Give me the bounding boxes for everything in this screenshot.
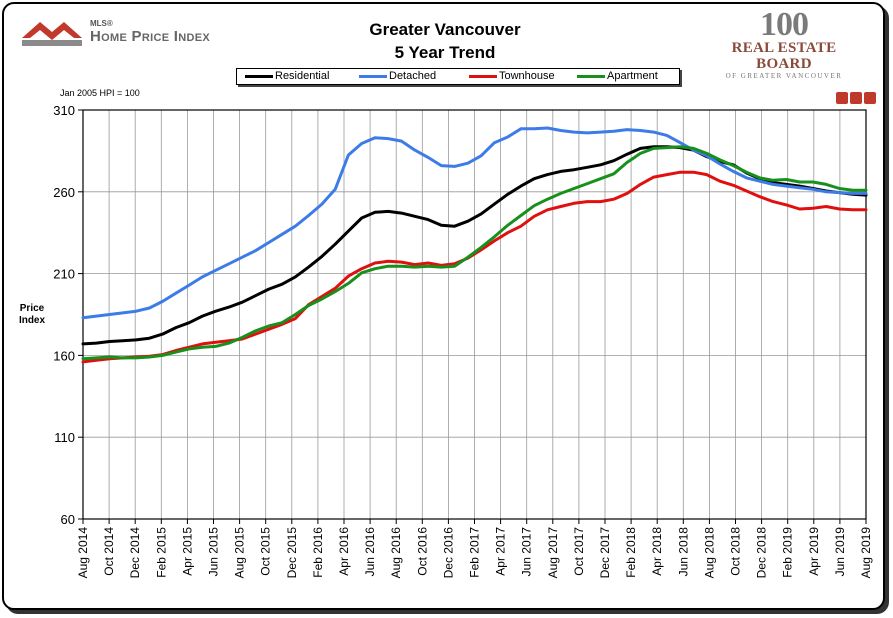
title-line-2: 5 Year Trend xyxy=(394,43,496,62)
x-tick-label: Aug 2016 xyxy=(389,527,403,579)
series-line-detached xyxy=(81,126,868,320)
legend-label: Residential xyxy=(275,70,330,82)
hpi-label: Home Price Index xyxy=(90,28,211,45)
x-tick-label: Apr 2018 xyxy=(650,527,664,576)
x-tick-label: Aug 2015 xyxy=(233,527,247,579)
x-tick-label: Apr 2019 xyxy=(807,527,821,576)
x-tick-label: Dec 2018 xyxy=(755,527,769,579)
baseline-note: Jan 2005 HPI = 100 xyxy=(60,88,140,98)
mls-hpi-logo: MLS® Home Price Index xyxy=(22,14,252,50)
anniversary-mark: 100 xyxy=(760,6,809,43)
x-tick-label: Aug 2019 xyxy=(859,527,873,579)
x-tick-label: Jun 2015 xyxy=(207,527,221,577)
plot-border xyxy=(82,109,867,520)
legend-label: Apartment xyxy=(607,70,658,82)
x-tick-label: Oct 2018 xyxy=(729,527,743,576)
series-line-apartment xyxy=(81,145,868,361)
x-tick-label: Jun 2017 xyxy=(520,527,534,577)
y-axis-label-text: Price Index xyxy=(18,303,46,326)
legend: Residential Detached Townhouse Apartment xyxy=(236,68,680,85)
x-tick-label: Aug 2018 xyxy=(702,527,716,579)
legend-item-townhouse: Townhouse xyxy=(469,69,555,84)
legend-swatch xyxy=(359,74,387,78)
x-tick-label: Jun 2019 xyxy=(833,527,847,577)
mls-mark: MLS® xyxy=(90,19,113,28)
x-tick-label: Oct 2014 xyxy=(102,527,116,576)
x-tick-label: Feb 2015 xyxy=(154,527,168,578)
x-tick-label: Feb 2018 xyxy=(624,527,638,578)
y-tick-label: 310 xyxy=(53,103,75,118)
board-subname: OF GREATER VANCOUVER xyxy=(725,72,843,80)
legend-swatch xyxy=(245,74,273,78)
x-tick-label: Apr 2015 xyxy=(180,527,194,576)
board-name: REAL ESTATE BOARD xyxy=(731,40,837,72)
legend-item-residential: Residential xyxy=(245,69,329,84)
y-axis-label: Price Index xyxy=(16,303,48,327)
mls-badge-icon xyxy=(836,92,876,104)
x-tick-label: Oct 2015 xyxy=(259,527,273,576)
y-tick-label: 60 xyxy=(61,512,75,527)
legend-swatch xyxy=(469,74,497,78)
y-tick-label: 160 xyxy=(53,348,75,363)
x-tick-label: Dec 2016 xyxy=(441,527,455,579)
x-tick-label: Oct 2017 xyxy=(572,527,586,576)
y-tick-label: 260 xyxy=(53,185,75,200)
legend-item-detached: Detached xyxy=(359,69,436,84)
chart-title: Greater Vancouver 5 Year Trend xyxy=(300,18,590,64)
x-tick-label: Dec 2017 xyxy=(598,527,612,579)
x-tick-label: Jun 2018 xyxy=(676,527,690,577)
y-tick-label: 110 xyxy=(54,430,75,445)
x-tick-label: Apr 2016 xyxy=(337,527,351,576)
board-logo: 100 REAL ESTATE BOARD OF GREATER VANCOUV… xyxy=(704,6,864,81)
x-tick-label: Feb 2016 xyxy=(311,527,325,578)
x-tick-label: Feb 2019 xyxy=(781,527,795,578)
x-tick-label: Aug 2017 xyxy=(546,527,560,579)
legend-item-apartment: Apartment xyxy=(577,69,658,84)
y-tick-label: 210 xyxy=(53,267,75,282)
x-tick-label: Oct 2016 xyxy=(415,527,429,576)
x-tick-label: Feb 2017 xyxy=(468,527,482,578)
legend-swatch xyxy=(577,74,605,78)
x-tick-label: Jun 2016 xyxy=(363,527,377,577)
x-tick-label: Aug 2014 xyxy=(76,527,90,579)
legend-label: Detached xyxy=(389,70,437,82)
house-logo-icon xyxy=(22,22,82,46)
x-tick-label: Apr 2017 xyxy=(494,527,508,576)
legend-label: Townhouse xyxy=(499,70,555,82)
title-line-1: Greater Vancouver xyxy=(369,20,521,39)
x-tick-label: Dec 2015 xyxy=(285,527,299,579)
x-tick-label: Dec 2014 xyxy=(128,527,142,579)
